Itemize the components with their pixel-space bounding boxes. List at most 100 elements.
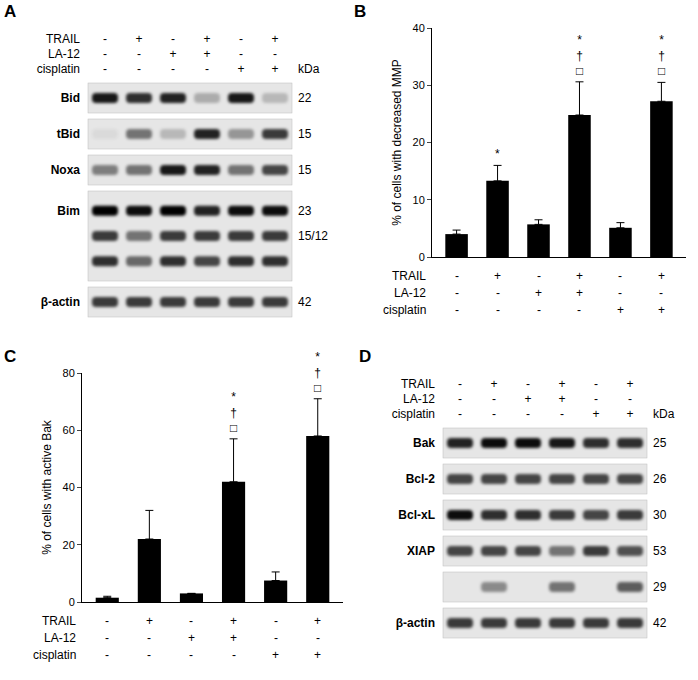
- svg-text:-: -: [103, 47, 107, 61]
- svg-text:-: -: [628, 392, 632, 406]
- svg-text:+: +: [135, 32, 142, 46]
- svg-text:-: -: [455, 286, 459, 300]
- svg-text:*†□: *†□: [230, 390, 237, 435]
- svg-text:TRAIL: TRAIL: [392, 269, 426, 283]
- svg-text:-: -: [274, 631, 278, 645]
- svg-text:-: -: [458, 392, 462, 406]
- svg-text:30: 30: [653, 508, 667, 522]
- svg-text:53: 53: [653, 544, 667, 558]
- svg-text:*†□: *†□: [658, 33, 665, 78]
- svg-text:42: 42: [298, 295, 312, 309]
- svg-text:-: -: [137, 62, 141, 76]
- svg-text:-: -: [147, 648, 151, 662]
- svg-text:-: -: [526, 377, 530, 391]
- svg-text:Bak: Bak: [413, 436, 435, 450]
- svg-text:LA-12: LA-12: [394, 286, 426, 300]
- svg-text:15: 15: [298, 127, 312, 141]
- svg-text:% of cells with active Bak: % of cells with active Bak: [40, 419, 54, 555]
- svg-text:+: +: [524, 392, 531, 406]
- svg-text:cisplatin: cisplatin: [392, 407, 435, 421]
- svg-text:0: 0: [419, 251, 425, 263]
- svg-text:0: 0: [69, 596, 75, 608]
- svg-text:-: -: [526, 407, 530, 421]
- svg-text:-: -: [577, 303, 581, 317]
- svg-text:+: +: [535, 286, 542, 300]
- svg-text:*†□: *†□: [314, 350, 321, 395]
- svg-text:+: +: [230, 614, 237, 628]
- svg-text:+: +: [658, 269, 665, 283]
- svg-text:10: 10: [413, 194, 425, 206]
- svg-text:TRAIL: TRAIL: [46, 32, 80, 46]
- svg-text:-: -: [594, 377, 598, 391]
- svg-text:42: 42: [653, 616, 667, 630]
- svg-text:+: +: [169, 47, 176, 61]
- svg-text:kDa: kDa: [653, 407, 675, 421]
- svg-text:-: -: [496, 286, 500, 300]
- svg-text:-: -: [618, 286, 622, 300]
- svg-text:-: -: [137, 47, 141, 61]
- svg-text:-: -: [239, 47, 243, 61]
- svg-text:+: +: [558, 392, 565, 406]
- svg-text:-: -: [455, 303, 459, 317]
- svg-text:+: +: [626, 407, 633, 421]
- svg-text:40: 40: [413, 22, 425, 34]
- svg-text:+: +: [237, 62, 244, 76]
- svg-text:+: +: [314, 648, 321, 662]
- svg-text:LA-12: LA-12: [403, 392, 435, 406]
- svg-text:15: 15: [298, 163, 312, 177]
- svg-text:+: +: [314, 614, 321, 628]
- svg-text:20: 20: [63, 539, 75, 551]
- svg-text:26: 26: [653, 472, 667, 486]
- svg-text:TRAIL: TRAIL: [42, 614, 76, 628]
- svg-text:+: +: [272, 648, 279, 662]
- svg-text:-: -: [103, 32, 107, 46]
- svg-text:+: +: [658, 303, 665, 317]
- svg-text:-: -: [189, 614, 193, 628]
- svg-text:LA-12: LA-12: [44, 631, 76, 645]
- svg-text:β-actin: β-actin: [396, 616, 435, 630]
- svg-text:-: -: [316, 631, 320, 645]
- svg-text:cisplatin: cisplatin: [383, 303, 426, 317]
- svg-text:Bcl-2: Bcl-2: [406, 472, 436, 486]
- svg-text:+: +: [271, 62, 278, 76]
- svg-text:-: -: [618, 269, 622, 283]
- svg-text:Bim: Bim: [57, 204, 80, 218]
- svg-text:tBid: tBid: [57, 127, 80, 141]
- svg-text:-: -: [273, 47, 277, 61]
- svg-text:+: +: [203, 47, 210, 61]
- svg-text:LA-12: LA-12: [48, 47, 80, 61]
- svg-text:+: +: [203, 32, 210, 46]
- svg-text:+: +: [626, 377, 633, 391]
- svg-text:20: 20: [413, 136, 425, 148]
- svg-text:*: *: [495, 147, 500, 161]
- svg-text:-: -: [537, 269, 541, 283]
- svg-text:25: 25: [653, 436, 667, 450]
- svg-text:-: -: [492, 392, 496, 406]
- svg-text:60: 60: [63, 424, 75, 436]
- svg-text:-: -: [105, 631, 109, 645]
- svg-text:-: -: [274, 614, 278, 628]
- svg-text:+: +: [494, 269, 501, 283]
- svg-text:-: -: [537, 303, 541, 317]
- svg-text:XIAP: XIAP: [407, 544, 435, 558]
- svg-text:TRAIL: TRAIL: [401, 377, 435, 391]
- svg-text:-: -: [560, 407, 564, 421]
- svg-text:30: 30: [413, 79, 425, 91]
- svg-text:-: -: [594, 392, 598, 406]
- svg-text:-: -: [458, 377, 462, 391]
- svg-text:-: -: [458, 407, 462, 421]
- svg-text:Bcl-xL: Bcl-xL: [398, 508, 435, 522]
- svg-text:*†□: *†□: [576, 33, 583, 78]
- svg-text:β-actin: β-actin: [41, 295, 80, 309]
- svg-text:kDa: kDa: [298, 62, 320, 76]
- svg-text:+: +: [576, 286, 583, 300]
- svg-text:+: +: [230, 631, 237, 645]
- svg-text:-: -: [492, 407, 496, 421]
- svg-text:+: +: [617, 303, 624, 317]
- svg-text:% of cells with decreased MMP: % of cells with decreased MMP: [390, 59, 404, 226]
- svg-text:80: 80: [63, 367, 75, 379]
- svg-text:+: +: [490, 377, 497, 391]
- svg-text:Noxa: Noxa: [51, 163, 81, 177]
- svg-text:-: -: [455, 269, 459, 283]
- svg-text:22: 22: [298, 91, 312, 105]
